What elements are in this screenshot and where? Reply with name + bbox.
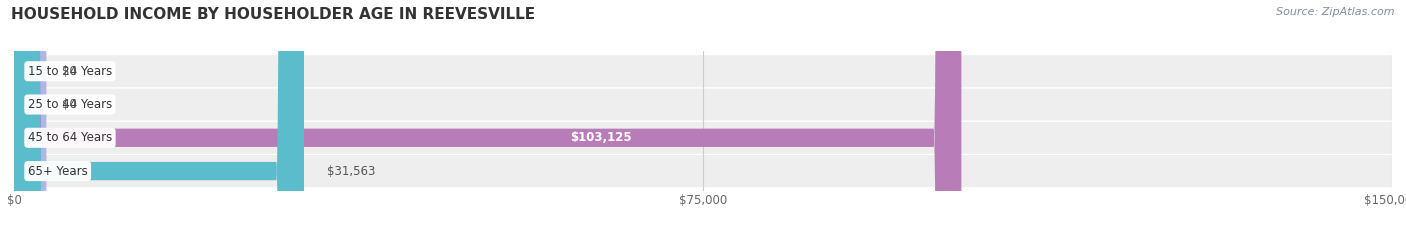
FancyBboxPatch shape: [14, 0, 304, 233]
Text: 15 to 24 Years: 15 to 24 Years: [28, 65, 112, 78]
Text: $103,125: $103,125: [571, 131, 633, 144]
Text: 25 to 44 Years: 25 to 44 Years: [28, 98, 112, 111]
FancyBboxPatch shape: [14, 155, 1392, 187]
FancyBboxPatch shape: [14, 0, 962, 233]
FancyBboxPatch shape: [14, 89, 1392, 120]
Text: Source: ZipAtlas.com: Source: ZipAtlas.com: [1277, 7, 1395, 17]
Text: 45 to 64 Years: 45 to 64 Years: [28, 131, 112, 144]
Text: $0: $0: [62, 65, 77, 78]
FancyBboxPatch shape: [14, 122, 1392, 154]
FancyBboxPatch shape: [14, 0, 46, 233]
Text: 65+ Years: 65+ Years: [28, 164, 87, 178]
Text: $31,563: $31,563: [328, 164, 375, 178]
Text: $0: $0: [62, 98, 77, 111]
FancyBboxPatch shape: [14, 55, 1392, 87]
Text: HOUSEHOLD INCOME BY HOUSEHOLDER AGE IN REEVESVILLE: HOUSEHOLD INCOME BY HOUSEHOLDER AGE IN R…: [11, 7, 536, 22]
FancyBboxPatch shape: [14, 0, 46, 233]
